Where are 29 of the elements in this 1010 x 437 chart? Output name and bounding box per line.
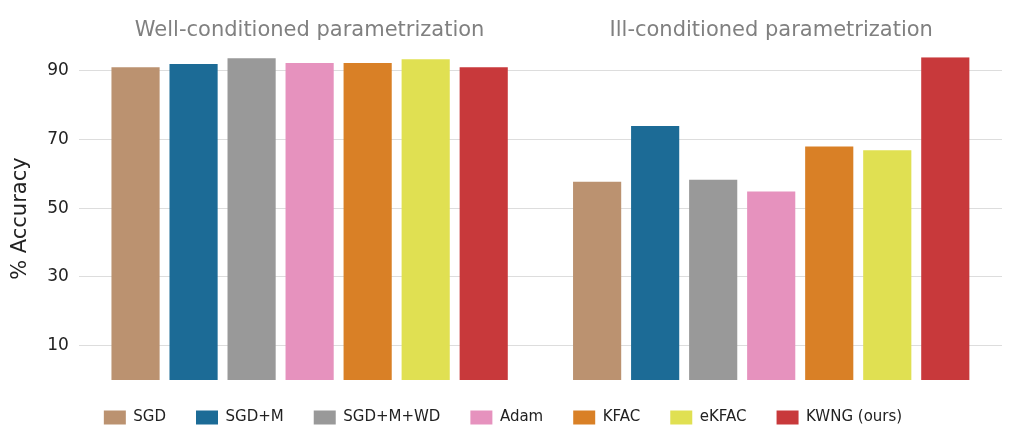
bar [631, 125, 680, 380]
y-tick-label: 70 [47, 128, 69, 149]
y-axis-title: % Accuracy [7, 157, 32, 280]
y-tick-label: 10 [47, 334, 69, 355]
bar [689, 179, 738, 380]
bar [805, 146, 854, 380]
bar [747, 191, 796, 380]
x-tick-label: Ill-conditioned parametrization [609, 17, 933, 42]
x-tick-label: Well-conditioned parametrization [134, 17, 485, 42]
legend-label: SGD+M+WD [343, 407, 441, 426]
bar [343, 63, 392, 380]
bar [921, 57, 970, 380]
y-tick-label: 50 [47, 196, 69, 217]
bar [863, 150, 912, 380]
legend-label: KFAC [602, 407, 641, 426]
bar [401, 59, 450, 380]
bar [459, 67, 508, 380]
legend-label: Adam [499, 407, 544, 426]
legend-label: KWNG (ours) [806, 407, 903, 426]
y-tick-label: 30 [47, 265, 69, 286]
legend-label: SGD [133, 407, 167, 426]
y-tick-label: 90 [47, 59, 69, 80]
bar [169, 64, 218, 380]
bar [573, 181, 622, 380]
bar [227, 58, 276, 380]
bar [285, 63, 334, 380]
bar [111, 67, 160, 380]
legend-label: SGD+M [225, 407, 284, 426]
legend-label: eKFAC [699, 407, 747, 426]
